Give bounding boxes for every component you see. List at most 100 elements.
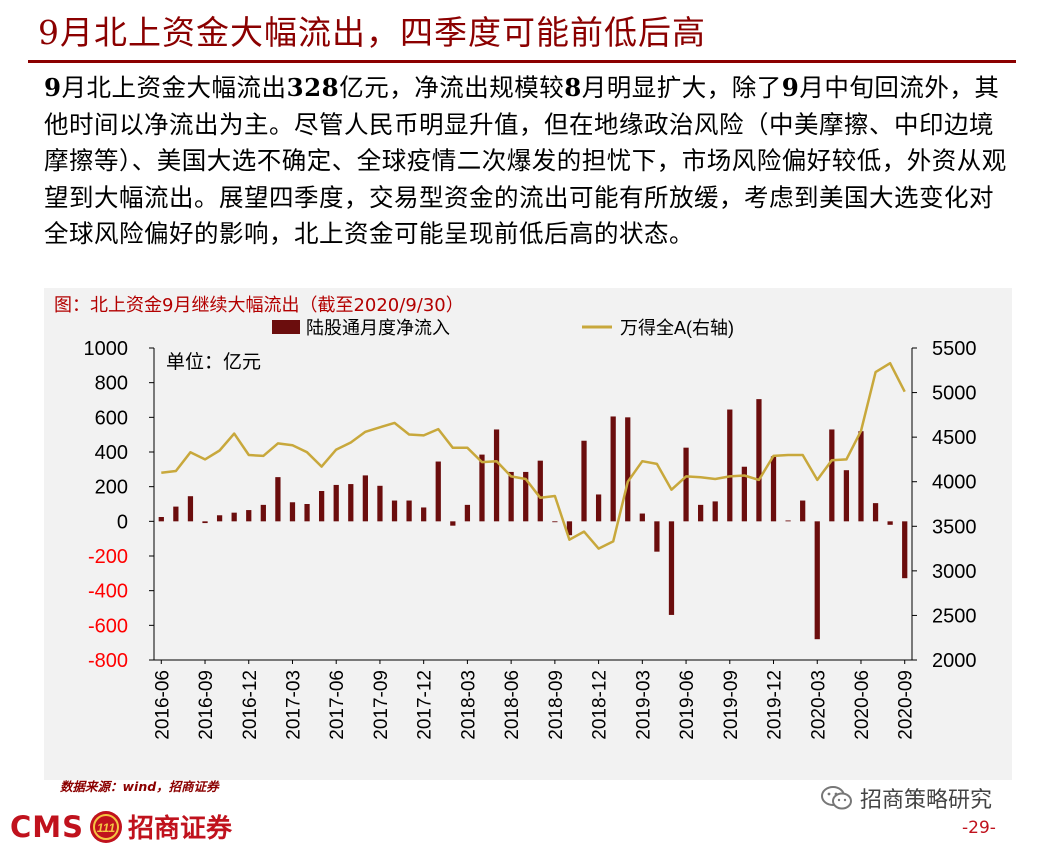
bold-number: 8 [564,73,582,102]
right-tick-label: 4000 [932,472,977,494]
chart-title: 图：北上资金9月继续大幅流出（截至2020/9/30） [54,295,464,316]
bar [741,466,747,522]
line-series [161,361,906,550]
x-tick-label: 2016-09 [196,670,217,740]
bar [770,456,777,522]
bar [187,496,194,522]
paragraph-text: 月明显扩大，除了 [581,73,782,102]
bar [275,477,281,522]
bar [260,504,266,522]
bar [727,409,733,522]
bar [362,475,368,522]
x-tick-label: 2019-12 [765,670,786,740]
page-title: 9月北上资金大幅流出，四季度可能前低后高 [38,13,706,52]
paragraph-text: 月北上资金大幅流出 [61,73,287,102]
bold-number: 328 [286,73,340,102]
right-tick-label: 4500 [932,427,977,449]
bar [581,440,587,522]
x-tick-label: 2017-06 [327,670,348,740]
paragraph-text: 亿元，净流出规模较 [339,73,565,102]
x-tick-label: 2018-09 [546,670,567,740]
left-tick-label: 400 [95,442,128,464]
bar [391,500,398,522]
bar [421,507,427,522]
x-tick-label: 2017-09 [371,670,392,740]
right-tick-label: 2500 [932,605,977,627]
bar [348,484,354,522]
bar [158,517,164,522]
bar [668,521,675,615]
legend-swatch-bars [272,320,300,334]
x-tick-label: 2019-06 [677,670,698,740]
bar [858,431,864,522]
bar [246,510,252,522]
bar [537,460,543,522]
summary-paragraph: 9月北上资金大幅流出328亿元，净流出规模较8月明显扩大，除了9月中旬回流外，其… [44,70,1012,253]
bar [843,470,850,522]
paragraph-text: 月中旬回流外，其他时间以净流出为主。尽管人民币明显升值，但在地缘政治风险（中美摩… [44,73,1007,248]
logo-company-name: 招商证券 [128,814,233,844]
x-tick-label: 2020-09 [896,670,917,740]
bar [566,521,573,536]
left-tick-label: 1000 [84,338,129,360]
bar [887,521,893,525]
x-tick-label: 2020-03 [808,670,829,740]
bar [493,429,500,522]
right-tick-label: 5000 [932,383,977,405]
legend-label-bars: 陆股通月度净流入 [306,318,450,338]
bar [610,416,616,522]
bar [829,429,835,522]
bar [333,484,339,522]
right-tick-label: 3000 [932,561,977,583]
wechat-account-name: 招商策略研究 [860,788,993,813]
unit-label: 单位：亿元 [166,351,261,373]
right-tick-label: 2000 [932,650,977,672]
bar [377,485,383,522]
wechat-icon [821,786,852,810]
left-tick-label: -800 [88,650,128,672]
x-tick-label: 2018-12 [590,670,611,740]
logo-badge-text: 111 [97,821,116,835]
northbound-flow-chart: 10008006004002000-200-400-600-8005500500… [84,318,977,740]
bar [552,521,558,523]
bar [683,447,689,522]
bar [216,515,223,522]
page-number: -29- [962,818,996,838]
bar [523,471,529,522]
bar [595,494,602,522]
left-tick-label: -200 [88,546,128,568]
bar [800,500,806,522]
bar [289,502,296,522]
bar [435,461,441,522]
bar [639,513,645,522]
bold-number: 9 [781,73,800,102]
data-source: 数据来源：wind，招商证券 [60,779,219,794]
left-tick-label: 0 [117,511,128,533]
legend-label-line: 万得全A(右轴) [620,318,734,338]
left-tick-label: -600 [88,615,128,637]
left-tick-label: 200 [95,477,128,499]
bar [902,521,908,579]
x-tick-label: 2019-09 [721,670,742,740]
bar [814,521,820,640]
wechat-account: 招商策略研究 [820,782,992,814]
company-logo: CMS 111 招商证券 [10,808,232,845]
bar [173,506,179,522]
left-tick-label: 800 [95,373,128,395]
x-tick-label: 2018-06 [502,670,523,740]
bar [698,504,704,522]
bar [464,504,471,522]
bar [785,520,791,522]
bar [450,521,456,526]
x-tick-label: 2018-03 [458,670,479,740]
left-tick-label: -400 [88,581,128,603]
bar [872,503,879,522]
x-tick-label: 2017-12 [415,670,436,740]
x-tick-label: 2016-12 [240,670,261,740]
bar [625,417,631,522]
bar [202,521,208,524]
bar [406,500,412,522]
chart-panel: 图：北上资金9月继续大幅流出（截至2020/9/30） 1000 800 600 40… [44,288,1012,780]
logo-badge-icon: 111 [90,810,123,843]
right-tick-label: 5500 [932,338,977,360]
